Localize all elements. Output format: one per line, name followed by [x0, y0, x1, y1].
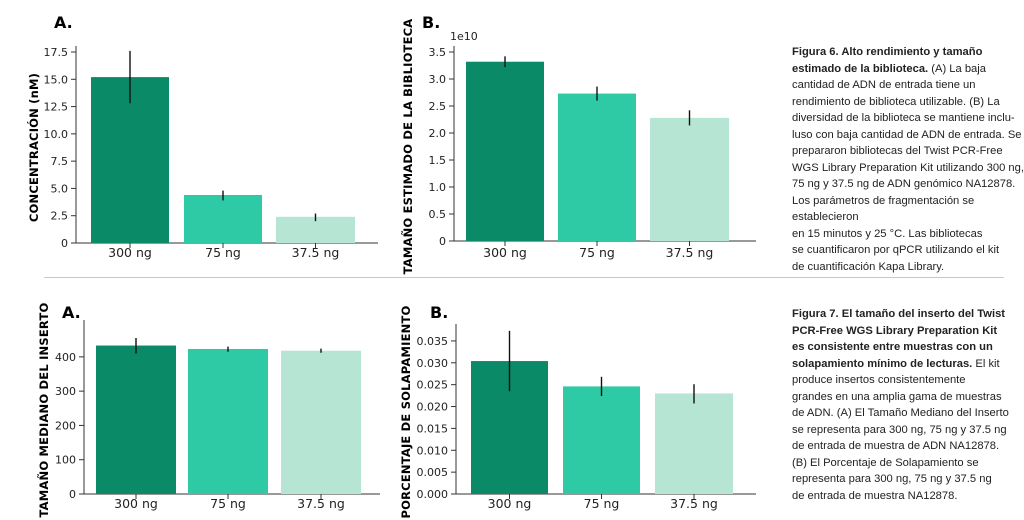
- fig7b-y-tick-label: 0.000: [417, 488, 449, 501]
- figure-7-caption-title: Figura 7. El tamaño del inserto del Twis…: [792, 308, 1006, 370]
- figure-divider: [44, 277, 1004, 278]
- fig7a-bar-3: [281, 350, 361, 494]
- fig6a-y-tick-label: 0: [61, 237, 68, 250]
- fig7b-bar-2: [563, 386, 640, 494]
- fig6a-y-tick-label: 7.5: [51, 155, 69, 168]
- fig7a-category-label: 37.5 ng: [297, 496, 345, 511]
- fig6a-y-tick-label: 12.5: [44, 101, 69, 114]
- fig6b-y-tick-label: 2.0: [429, 127, 447, 140]
- fig6b-category-label: 75 ng: [579, 245, 615, 260]
- fig6b-bar-1: [466, 61, 544, 241]
- fig6b-category-label: 300 ng: [483, 245, 527, 260]
- fig6a-category-label: 75 ng: [205, 245, 241, 260]
- figure-7-caption-body: El kit produce insertos consistentemente…: [792, 357, 1009, 502]
- fig6b-y-tick-label: 1.0: [429, 181, 447, 194]
- fig7a-y-tick-label: 200: [55, 419, 76, 432]
- fig7a-y-tick-label: 0: [69, 488, 76, 501]
- fig6a-y-axis-label: CONCENTRACIÓN (nM): [26, 73, 41, 222]
- fig6b-scale-note: 1e10: [450, 30, 478, 43]
- fig7b-y-tick-label: 0.035: [417, 335, 449, 348]
- figure-6-caption: Figura 6. Alto rendimiento y tamaño esti…: [792, 44, 1024, 275]
- fig6a-panel-letter: A.: [54, 13, 73, 32]
- figure-6-caption-title: Figura 6. Alto rendimiento y tamaño esti…: [792, 46, 983, 75]
- fig7b-category-label: 300 ng: [488, 496, 532, 511]
- fig7b-y-axis-label: PORCENTAJE DE SOLAPAMIENTO: [399, 306, 413, 519]
- fig6b-y-axis-label: TAMAÑO ESTIMADO DE LA BIBLIOTECA: [400, 19, 415, 275]
- fig7b-y-tick-label: 0.025: [417, 379, 449, 392]
- fig7b-panel-letter: B.: [430, 303, 448, 322]
- fig7b-y-tick-label: 0.030: [417, 357, 449, 370]
- fig6a-bar-2: [184, 194, 262, 243]
- fig7a-bar-2: [188, 348, 268, 494]
- fig7b-y-tick-label: 0.015: [417, 422, 449, 435]
- fig6a-category-label: 300 ng: [108, 245, 152, 260]
- fig6b-bar-3: [650, 117, 729, 241]
- fig6a-y-tick-label: 5.0: [51, 182, 69, 195]
- figure-7-caption: Figura 7. El tamaño del inserto del Twis…: [792, 306, 1024, 504]
- fig6b-category-label: 37.5 ng: [666, 245, 714, 260]
- fig6a-bar-1: [91, 77, 169, 243]
- fig7b-category-label: 75 ng: [584, 496, 620, 511]
- fig6b-bar-2: [558, 93, 636, 241]
- fig6a-y-tick-label: 17.5: [44, 46, 69, 59]
- fig6b-y-tick-label: 0.5: [429, 208, 447, 221]
- fig7b-y-tick-label: 0.005: [417, 466, 449, 479]
- figure-6-caption-body: (A) La baja cantidad de ADN de entrada t…: [792, 62, 1024, 273]
- fig7a-y-tick-label: 400: [55, 351, 76, 364]
- fig7a-y-tick-label: 300: [55, 385, 76, 398]
- fig6a-y-tick-label: 10.0: [44, 128, 69, 141]
- fig6a-y-tick-label: 2.5: [51, 210, 69, 223]
- fig6b-y-tick-label: 3.5: [429, 46, 447, 59]
- fig6a-category-label: 37.5 ng: [292, 245, 340, 260]
- fig7b-category-label: 37.5 ng: [670, 496, 718, 511]
- fig7a-y-axis-label: TAMAÑO MEDIANO DEL INSERTO: [36, 302, 51, 517]
- fig6b-y-tick-label: 2.5: [429, 100, 447, 113]
- fig6b-y-tick-label: 3.0: [429, 73, 447, 86]
- fig7b-y-tick-label: 0.010: [417, 444, 449, 457]
- fig7a-category-label: 75 ng: [210, 496, 246, 511]
- fig6b-y-tick-label: 0: [439, 235, 446, 248]
- fig6b-y-tick-label: 1.5: [429, 154, 447, 167]
- fig7b-bar-3: [655, 393, 733, 494]
- fig7a-category-label: 300 ng: [114, 496, 158, 511]
- fig7a-y-tick-label: 100: [55, 454, 76, 467]
- fig6a-y-tick-label: 15.0: [44, 73, 69, 86]
- fig7b-y-tick-label: 0.020: [417, 401, 449, 414]
- fig7a-bar-1: [96, 345, 176, 494]
- fig6b-panel-letter: B.: [422, 13, 440, 32]
- fig7a-panel-letter: A.: [62, 303, 81, 322]
